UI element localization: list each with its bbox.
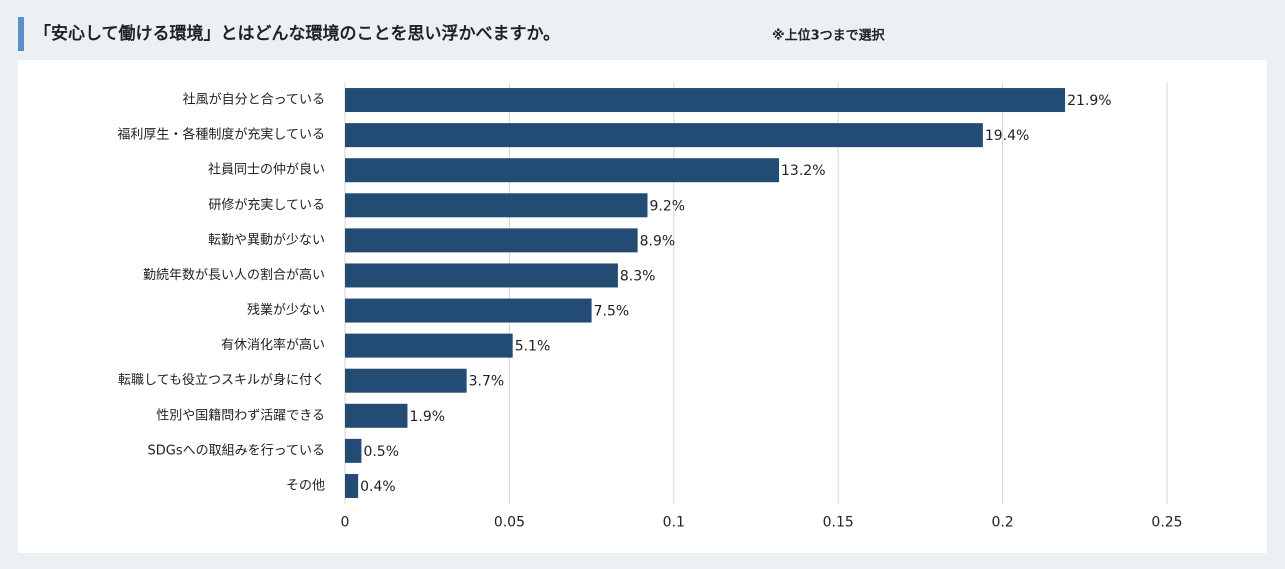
data-label: 3.7% [469, 374, 505, 390]
x-tick-label: 0.1 [663, 515, 685, 531]
y-tick-label: 転勤や異動が少ない [208, 233, 325, 248]
data-label: 0.5% [363, 444, 399, 460]
data-label: 19.4% [985, 128, 1029, 144]
bar [345, 473, 359, 498]
title-accent [18, 17, 24, 51]
bar [345, 88, 1066, 113]
y-tick-label: 有休消化率が高い [221, 337, 325, 353]
y-tick-label: 性別や国籍問わず活躍できる [156, 407, 325, 423]
bar [345, 333, 513, 358]
data-label: 13.2% [781, 163, 825, 179]
y-tick-label: 福利厚生・各種制度が充実している [117, 127, 325, 143]
y-tick-label: 社風が自分と合っている [183, 92, 325, 108]
x-tick-label: 0.2 [991, 515, 1013, 531]
x-tick-label: 0.25 [1151, 515, 1182, 531]
y-tick-label: 残業が少ない [247, 302, 325, 318]
bar [345, 438, 362, 463]
data-label: 0.4% [360, 479, 396, 495]
chart-title: 「安心して働ける環境」とはどんな環境のことを思い浮かべますか。 [34, 23, 560, 44]
bar [345, 228, 638, 253]
chart-subtitle: ※上位3つまで選択 [772, 28, 886, 44]
data-label: 5.1% [515, 339, 551, 355]
y-tick-label: 転職しても役立つスキルが身に付く [118, 372, 325, 388]
data-label: 7.5% [594, 304, 630, 320]
y-tick-label: 研修が充実している [208, 197, 325, 213]
data-label: 21.9% [1067, 93, 1111, 109]
bar [345, 403, 408, 428]
data-label: 8.3% [620, 268, 656, 284]
bar [345, 158, 780, 183]
y-tick-label: 勤続年数が長い人の割合が高い [143, 267, 325, 283]
bar [345, 193, 648, 218]
bar [345, 298, 592, 323]
y-tick-label: SDGsへの取組みを行っている [148, 443, 325, 458]
data-label: 1.9% [409, 409, 445, 425]
x-tick-label: 0.05 [494, 515, 525, 531]
bar [345, 263, 618, 288]
y-tick-label: 社員同士の仲が良い [208, 162, 325, 178]
bar [345, 123, 983, 148]
bar [345, 368, 467, 393]
x-tick-label: 0.15 [823, 515, 854, 531]
y-tick-label: その他 [286, 478, 325, 493]
data-label: 9.2% [649, 198, 685, 214]
x-tick-label: 0 [341, 515, 350, 531]
data-label: 8.9% [640, 233, 676, 249]
